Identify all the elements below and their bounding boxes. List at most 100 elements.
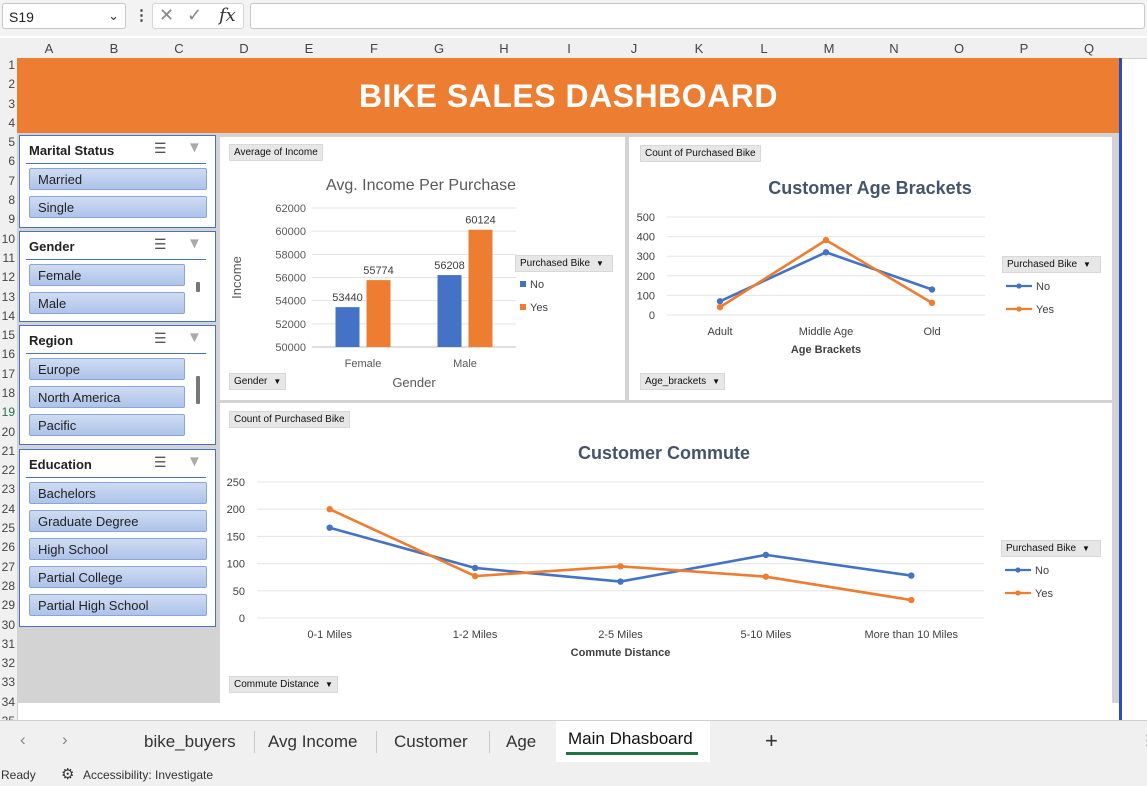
value-field-button[interactable]: Average of Income (229, 144, 323, 161)
row-header-cell[interactable]: 8 (8, 193, 15, 208)
accessibility-icon[interactable]: ⚙ (61, 766, 75, 783)
row-header-cell[interactable]: 24 (1, 501, 15, 516)
slicer-marital-status[interactable]: Marital Status ☰ ▼ Married Single (19, 135, 216, 228)
chevron-down-icon[interactable]: ▼ (273, 377, 282, 386)
column-header-cell[interactable]: J (630, 41, 638, 56)
axis-field-button[interactable]: Gender ▼ (229, 373, 287, 390)
cancel-icon[interactable]: ✕ (159, 5, 175, 25)
chevron-down-icon[interactable]: ▼ (1082, 544, 1090, 553)
row-header-cell[interactable]: 1 (8, 58, 15, 72)
tab-main-dashboard[interactable]: Main Dhasboard (568, 729, 693, 748)
row-header-cell[interactable]: 19 (1, 405, 15, 420)
row-header-cell[interactable]: 29 (1, 598, 15, 613)
chart-commute[interactable]: Customer Commute 0 50 100 150 200 250 0-1 Miles… (220, 403, 1112, 703)
legend-field-button[interactable]: Purchased Bike ▼ (1002, 256, 1101, 273)
slicer-item-single[interactable]: Single (29, 196, 207, 218)
row-header-cell[interactable]: 5 (8, 135, 15, 150)
row-header-cell[interactable]: 27 (1, 559, 15, 574)
row-header-cell[interactable]: 17 (1, 366, 15, 381)
row-header-cell[interactable]: 21 (1, 443, 15, 458)
row-header-cell[interactable]: 16 (1, 347, 15, 362)
row-header-cell[interactable]: 20 (1, 424, 15, 439)
tab-avg-income[interactable]: Avg Income (268, 732, 358, 751)
chevron-right-icon[interactable]: › (62, 730, 68, 749)
accessibility-status[interactable]: Accessibility: Investigate (83, 768, 214, 782)
row-header-cell[interactable]: 25 (1, 521, 15, 536)
row-header-cell[interactable]: 34 (1, 694, 15, 709)
slicer-region[interactable]: Region ☰ ▼ Europe North America Pacific (19, 325, 216, 445)
clear-filter-icon[interactable]: ▼ (187, 453, 202, 470)
name-box[interactable]: S19 ⌄ (2, 3, 126, 29)
row-header-cell[interactable]: 2 (8, 77, 15, 92)
row-header-cell[interactable]: 3 (8, 96, 15, 111)
chevron-down-icon[interactable]: ▼ (596, 259, 604, 268)
column-header-cell[interactable]: H (499, 41, 509, 56)
row-header-cell[interactable]: 28 (1, 578, 15, 593)
multi-select-icon[interactable]: ☰ (154, 140, 167, 156)
column-header-cell[interactable]: P (1019, 41, 1029, 56)
formula-input[interactable] (250, 3, 1145, 29)
row-header-cell[interactable]: 30 (1, 617, 15, 632)
tab-customer[interactable]: Customer (394, 732, 468, 751)
legend-field-button[interactable]: Purchased Bike ▼ (1001, 540, 1101, 557)
row-header-cell[interactable]: 6 (8, 154, 15, 169)
row-header-cell[interactable]: 32 (1, 656, 15, 671)
row-header-cell[interactable]: 4 (8, 115, 15, 130)
clear-filter-icon[interactable]: ▼ (187, 139, 202, 156)
column-header-cell[interactable]: C (174, 41, 184, 56)
row-header-cell[interactable]: 12 (1, 270, 15, 285)
column-header-cell[interactable]: A (44, 41, 54, 56)
row-header-cell[interactable]: 33 (1, 675, 15, 690)
insert-function-icon[interactable]: fx (219, 5, 236, 26)
column-header-cell[interactable]: F (370, 41, 378, 56)
tab-age[interactable]: Age (506, 732, 537, 751)
multi-select-icon[interactable]: ☰ (154, 454, 167, 470)
column-header-cell[interactable]: G (433, 41, 445, 56)
slicer-item-married[interactable]: Married (29, 168, 207, 190)
row-header-cell[interactable]: 11 (2, 250, 15, 265)
tab-bike-buyers[interactable]: bike_buyers (144, 732, 236, 751)
chevron-left-icon[interactable]: ‹ (20, 730, 26, 749)
slicer-item-female[interactable]: Female (29, 264, 185, 286)
chevron-down-icon[interactable]: ▼ (325, 680, 333, 689)
slicer-item-male[interactable]: Male (29, 292, 185, 314)
multi-select-icon[interactable]: ☰ (154, 330, 167, 346)
legend-field-button[interactable]: Purchased Bike ▼ (515, 255, 613, 272)
column-header-cell[interactable]: K (694, 41, 704, 56)
row-header-cell[interactable]: 26 (1, 540, 15, 555)
column-header-cell[interactable]: O (953, 41, 965, 56)
column-header-cell[interactable]: Q (1083, 41, 1095, 56)
slicer-scrollbar[interactable] (196, 376, 200, 404)
row-header-cell[interactable]: 18 (1, 386, 15, 400)
slicer-item-partial-college[interactable]: Partial College (29, 566, 207, 588)
column-header-cell[interactable]: B (109, 41, 119, 56)
slicer-item-high-school[interactable]: High School (29, 538, 207, 560)
row-header-cell[interactable]: 13 (1, 289, 15, 304)
row-header-cell[interactable]: 23 (1, 482, 15, 497)
slicer-scrollbar[interactable] (196, 282, 200, 292)
slicer-item-graduate-degree[interactable]: Graduate Degree (29, 510, 207, 532)
slicer-item-pacific[interactable]: Pacific (29, 414, 185, 436)
row-header-cell[interactable]: 7 (8, 173, 15, 188)
axis-field-button[interactable]: Age_brackets ▼ (640, 373, 726, 390)
value-field-button[interactable]: Count of Purchased Bike (229, 411, 350, 428)
chevron-down-icon[interactable]: ▼ (1083, 260, 1091, 269)
chevron-down-icon[interactable]: ⌄ (108, 8, 119, 23)
column-header-cell[interactable]: D (239, 41, 249, 56)
more-options-icon[interactable]: ⋮ (1140, 731, 1147, 749)
slicer-education[interactable]: Education ☰ ▼ Bachelors Graduate Degree … (19, 449, 216, 627)
clear-filter-icon[interactable]: ▼ (187, 329, 202, 346)
add-sheet-button[interactable]: + (765, 728, 778, 753)
row-header-cell[interactable]: 15 (1, 328, 15, 343)
slicer-item-europe[interactable]: Europe (29, 358, 185, 380)
slicer-item-bachelors[interactable]: Bachelors (29, 482, 207, 504)
row-header-cell[interactable]: 9 (8, 212, 15, 227)
clear-filter-icon[interactable]: ▼ (187, 235, 202, 252)
slicer-gender[interactable]: Gender ☰ ▼ Female Male (19, 231, 216, 322)
slicer-item-partial-high-school[interactable]: Partial High School (29, 594, 207, 616)
column-header-cell[interactable]: N (889, 41, 899, 56)
more-options-icon[interactable]: ⋮ (134, 7, 149, 24)
slicer-item-north-america[interactable]: North America (29, 386, 185, 408)
row-header-cell[interactable]: 22 (1, 463, 15, 478)
axis-field-button[interactable]: Commute Distance ▼ (229, 676, 338, 693)
